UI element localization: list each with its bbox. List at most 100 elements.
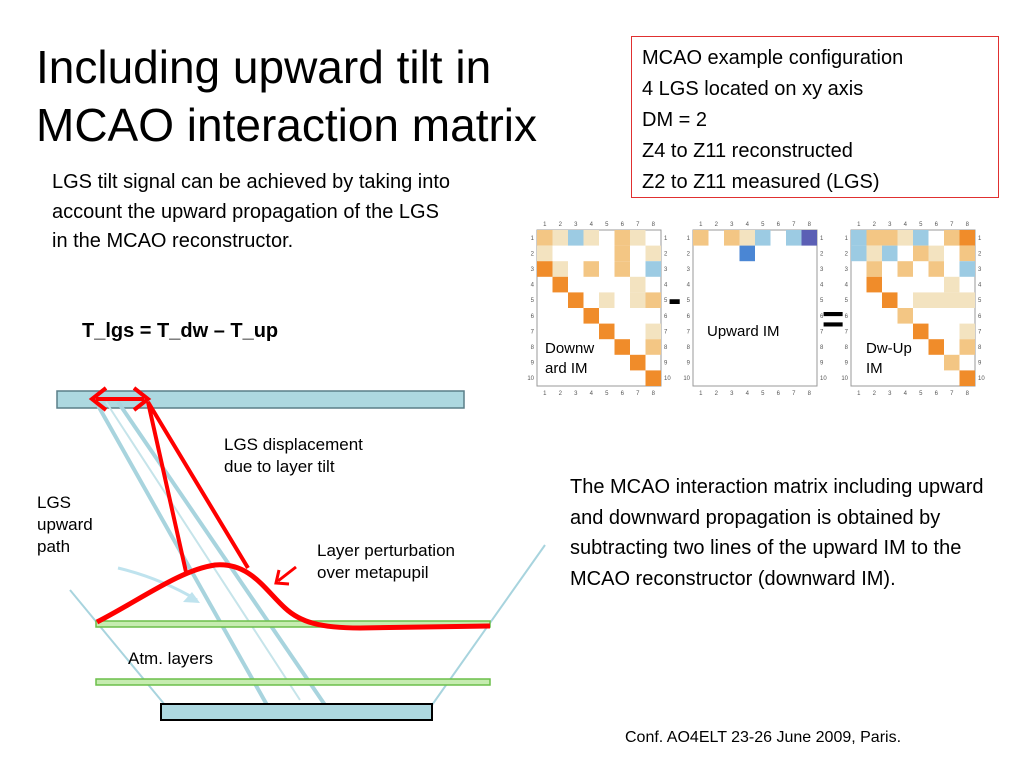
row-tick-label: 1 <box>664 236 668 242</box>
col-tick-label: 4 <box>746 222 750 228</box>
col-tick-label: 4 <box>746 391 750 397</box>
row-tick-label: 6 <box>820 314 824 320</box>
config-box: MCAO example configuration 4 LGS located… <box>631 36 999 198</box>
col-tick-label: 3 <box>574 391 578 397</box>
col-tick-label: 5 <box>761 222 765 228</box>
matrix-cell <box>801 230 817 246</box>
col-tick-label: 1 <box>857 391 861 397</box>
row-tick-label: 3 <box>531 267 535 273</box>
row-tick-label: 10 <box>683 376 690 382</box>
col-tick-label: 1 <box>699 222 703 228</box>
col-tick-label: 5 <box>919 222 923 228</box>
row-tick-label: 9 <box>845 361 849 367</box>
upward-im-matrix: 1 1 2 2 3 3 4 4 5 5 6 6 7 7 8 8 1 1 2 2 3 3 4 4 5 5 6 6 7 7 8 8 9 9 10 10 <box>683 222 827 397</box>
beam-line <box>105 401 301 701</box>
matrix-cell <box>645 245 661 262</box>
config-line: Z2 to Z11 measured (LGS) <box>642 171 880 193</box>
matrix-cell <box>583 230 599 246</box>
col-tick-label: 7 <box>636 391 640 397</box>
label-line: Downw <box>545 340 595 357</box>
downward-im-label: Downw ard IM <box>545 339 595 379</box>
col-tick-label: 2 <box>873 391 877 397</box>
row-tick-label: 1 <box>845 236 849 242</box>
matrix-cell <box>959 292 975 308</box>
matrix-cell <box>739 245 755 262</box>
col-tick-label: 8 <box>652 222 656 228</box>
row-tick-label: 9 <box>820 361 824 367</box>
col-tick-label: 7 <box>950 222 954 228</box>
layer-perturbation-label: Layer perturbation over metapupil <box>317 541 455 582</box>
displacement-arrow-head-right <box>132 386 152 412</box>
matrix-cell <box>552 276 568 293</box>
row-tick-label: 10 <box>978 376 985 382</box>
matrix-cell <box>645 261 661 277</box>
matrix-cell <box>537 261 553 277</box>
row-tick-label: 8 <box>845 345 849 351</box>
col-tick-label: 2 <box>715 222 719 228</box>
col-tick-label: 6 <box>777 222 781 228</box>
config-line: DM = 2 <box>642 109 708 131</box>
matrix-cell <box>614 230 630 246</box>
col-tick-label: 5 <box>605 222 609 228</box>
matrix-cell <box>944 230 960 246</box>
matrix-cell <box>537 245 553 262</box>
matrix-cell <box>851 230 867 246</box>
config-line: MCAO example configuration <box>642 47 904 69</box>
col-tick-label: 3 <box>730 222 734 228</box>
col-tick-label: 8 <box>966 391 970 397</box>
row-tick-label: 1 <box>820 236 824 242</box>
matrix-cell <box>630 292 646 308</box>
row-tick-label: 6 <box>978 314 982 320</box>
row-tick-label: 4 <box>978 283 982 289</box>
matrix-cell <box>645 323 661 340</box>
col-tick-label: 7 <box>792 391 796 397</box>
col-tick-label: 6 <box>777 391 781 397</box>
row-tick-label: 2 <box>687 251 691 257</box>
row-tick-label: 4 <box>531 283 535 289</box>
row-tick-label: 10 <box>527 376 534 382</box>
row-tick-label: 7 <box>687 329 691 335</box>
matrix-frame <box>692 229 818 387</box>
downward-im-matrix: 1 1 2 2 3 3 4 4 5 5 6 6 7 7 8 8 1 1 2 2 3 3 4 4 5 5 6 6 7 7 8 8 9 9 10 10 <box>527 222 671 397</box>
matrix-cell <box>645 292 661 308</box>
matrix-cell <box>851 245 867 262</box>
matrix-cell <box>614 261 630 277</box>
matrix-cell <box>944 354 960 371</box>
matrix-cell <box>959 323 975 340</box>
col-tick-label: 4 <box>904 391 908 397</box>
matrix-cell <box>928 261 944 277</box>
col-tick-label: 4 <box>590 391 594 397</box>
matrix-cell <box>645 370 661 386</box>
matrix-cell <box>568 292 584 308</box>
row-tick-label: 4 <box>664 283 668 289</box>
matrix-cell <box>645 339 661 355</box>
col-tick-label: 3 <box>888 222 892 228</box>
col-tick-label: 3 <box>574 222 578 228</box>
equals-symbol: = <box>822 299 844 341</box>
matrix-cell <box>866 261 882 277</box>
col-tick-label: 7 <box>792 222 796 228</box>
col-tick-label: 6 <box>935 391 939 397</box>
row-tick-label: 6 <box>664 314 668 320</box>
matrix-cell <box>739 230 755 246</box>
row-tick-label: 2 <box>820 251 824 257</box>
row-tick-label: 8 <box>687 345 691 351</box>
row-tick-label: 7 <box>531 329 535 335</box>
col-tick-label: 3 <box>730 391 734 397</box>
col-tick-label: 8 <box>652 391 656 397</box>
matrix-cell <box>882 245 898 262</box>
matrix-cell <box>959 230 975 246</box>
layer-perturbation-curve <box>95 562 491 631</box>
col-tick-label: 6 <box>621 391 625 397</box>
row-tick-label: 4 <box>687 283 691 289</box>
matrix-cell <box>552 230 568 246</box>
label-line: Dw-Up <box>866 340 912 357</box>
row-tick-label: 8 <box>820 345 824 351</box>
row-tick-label: 9 <box>531 361 535 367</box>
matrix-cell <box>913 292 929 308</box>
displacement-arrow-head-left <box>88 386 108 412</box>
col-tick-label: 3 <box>888 391 892 397</box>
row-tick-label: 2 <box>531 251 535 257</box>
matrix-cell <box>913 245 929 262</box>
upward-path-arrow-head <box>183 592 200 603</box>
